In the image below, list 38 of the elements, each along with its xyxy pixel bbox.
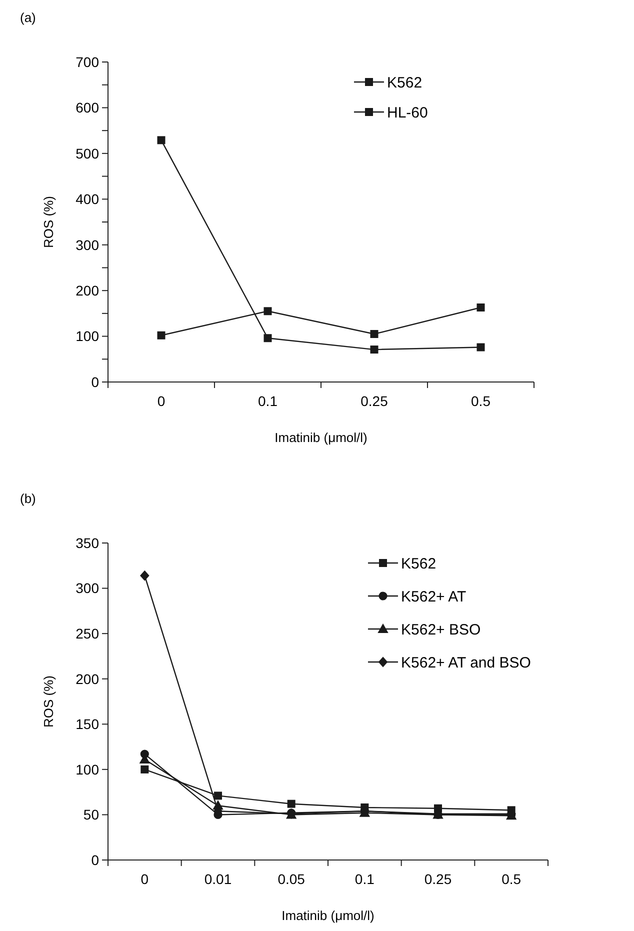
y-tick-label: 400	[76, 191, 100, 208]
y-tick-label: 200	[76, 670, 100, 687]
x-tick-label: 0.25	[424, 871, 452, 887]
legend-label: K562+ AT	[401, 588, 466, 606]
x-tick-label: 0.5	[471, 393, 491, 409]
y-tick-label: 300	[76, 580, 100, 596]
text: (a)	[20, 10, 36, 25]
x-tick-label: 0.01	[204, 871, 232, 887]
y-tick-label: 600	[76, 100, 100, 116]
y-tick-label: 500	[76, 145, 100, 162]
x-tick-label: 0.25	[360, 393, 388, 409]
y-tick-label: 350	[76, 534, 100, 551]
y-tick-label: 250	[76, 625, 100, 642]
legend-label: K562+ BSO	[401, 621, 481, 638]
y-tick-label: 700	[76, 54, 100, 70]
text: (b)	[20, 491, 36, 506]
y-tick-label: 150	[76, 716, 100, 732]
legend-label: K562+ AT and BSO	[401, 654, 531, 672]
y-tick-label: 100	[76, 328, 100, 344]
y-axis-title: ROS (%)	[41, 196, 56, 248]
legend-label: HL-60	[387, 104, 428, 122]
x-tick-label: 0.5	[502, 871, 522, 887]
y-tick-label: 0	[91, 374, 100, 390]
y-tick-label: 50	[83, 806, 100, 823]
x-axis-title: Imatinib (μmol/l)	[274, 430, 368, 445]
x-tick-label: 0	[157, 393, 166, 409]
legend-label: K562	[387, 74, 422, 92]
x-axis-title: Imatinib (μmol/l)	[282, 908, 374, 923]
y-tick-label: 0	[91, 852, 100, 868]
y-tick-label: 200	[76, 282, 100, 298]
y-tick-label: 300	[76, 236, 100, 253]
legend-label: K562	[401, 555, 436, 572]
y-tick-label: 100	[76, 761, 100, 778]
x-tick-label: 0.1	[354, 871, 375, 887]
x-tick-label: 0	[140, 871, 149, 887]
y-axis-title: ROS (%)	[41, 676, 56, 728]
x-tick-label: 0.05	[278, 871, 306, 887]
x-tick-label: 0.1	[258, 393, 278, 409]
